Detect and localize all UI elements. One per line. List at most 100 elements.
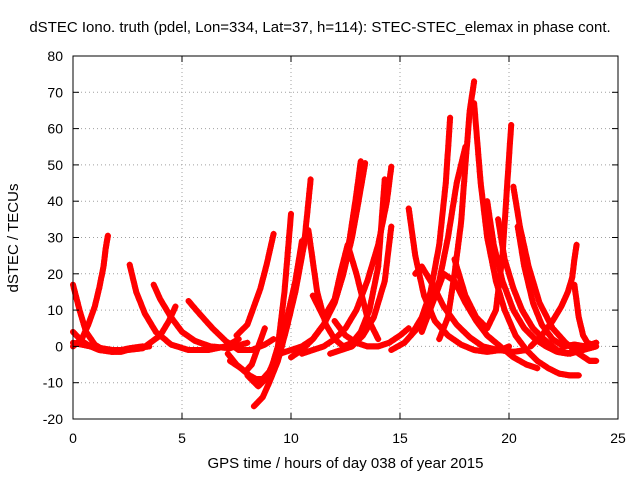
data-point-marker (287, 309, 294, 316)
data-point-marker (374, 301, 381, 308)
data-point-marker (413, 258, 420, 265)
data-point-marker (451, 191, 458, 198)
data-point-marker (448, 215, 455, 222)
data-point-marker (456, 274, 463, 281)
data-point-marker (364, 278, 371, 285)
data-point-marker (283, 325, 290, 332)
data-point-marker (445, 230, 452, 237)
data-point-marker (484, 324, 491, 330)
data-point-marker (371, 311, 378, 318)
data-point-marker (405, 325, 412, 332)
data-point-marker (419, 286, 426, 293)
arc-series (150, 281, 251, 352)
data-point-marker (417, 275, 424, 282)
data-point-marker (533, 289, 540, 296)
data-point-marker (494, 257, 501, 264)
data-point-marker (445, 234, 451, 241)
data-point-marker (506, 150, 513, 156)
data-point-marker (306, 231, 313, 238)
data-point-marker (503, 187, 510, 194)
data-point-marker (297, 262, 304, 268)
axis-ticks: 0 5 10 15 20 25 -20 -10 0 10 20 30 40 50 60 70 80 (43, 48, 626, 446)
data-point-marker (374, 269, 380, 276)
data-point-marker (381, 176, 388, 183)
data-point-marker (305, 227, 312, 234)
data-point-marker (377, 291, 384, 297)
data-point-marker (357, 158, 364, 165)
data-point-marker (360, 298, 367, 305)
data-point-marker (298, 258, 304, 265)
data-point-marker (442, 246, 449, 253)
data-point-marker (495, 259, 502, 266)
data-point-marker (359, 295, 366, 302)
data-point-marker (375, 263, 382, 270)
data-point-marker (379, 207, 386, 214)
data-point-marker (379, 285, 386, 292)
data-point-marker (309, 258, 316, 265)
data-point-marker (285, 317, 292, 324)
data-point-marker (428, 282, 435, 289)
data-point-marker (431, 265, 438, 272)
data-point-marker (366, 270, 373, 277)
data-point-marker (299, 248, 306, 255)
data-point-marker (373, 272, 380, 279)
data-point-marker (529, 297, 536, 304)
data-point-marker (455, 269, 462, 276)
data-point-marker (284, 255, 291, 262)
data-point-marker (474, 140, 481, 147)
data-point-marker (430, 272, 437, 279)
data-point-marker (311, 271, 318, 278)
arc-series (571, 281, 600, 348)
data-point-marker (371, 282, 378, 289)
data-point-marker (378, 213, 385, 220)
data-point-marker (378, 220, 385, 226)
data-point-marker (490, 312, 497, 319)
data-point-marker (330, 297, 337, 304)
data-point-marker (449, 207, 456, 214)
data-point-marker (526, 284, 533, 291)
data-point-marker (300, 245, 307, 252)
data-point-marker (497, 267, 503, 274)
x-axis-label: GPS time / hours of day 038 of year 2015 (207, 455, 484, 472)
data-point-marker (375, 257, 382, 264)
data-point-marker (489, 262, 496, 269)
data-point-marker (281, 288, 288, 295)
data-point-marker (289, 299, 296, 306)
data-point-marker (306, 236, 313, 243)
data-point-marker (433, 255, 440, 262)
data-point-marker (381, 280, 387, 287)
data-point-marker (438, 265, 445, 272)
arc-series (244, 210, 294, 390)
data-point-marker (491, 311, 498, 317)
y-tick-label: 60 (47, 121, 63, 137)
data-point-marker (361, 301, 368, 308)
data-point-marker (427, 288, 434, 295)
data-point-marker (284, 320, 291, 327)
data-point-marker (473, 134, 480, 141)
data-point-marker (418, 315, 424, 322)
data-point-marker (454, 174, 461, 181)
data-point-marker (286, 227, 293, 234)
data-point-marker (357, 286, 364, 293)
data-point-marker (307, 240, 314, 247)
data-point-marker (369, 259, 376, 266)
data-point-marker (498, 275, 505, 282)
data-point-marker (471, 100, 478, 107)
data-point-marker (270, 336, 277, 343)
data-point-marker (527, 289, 534, 296)
data-point-marker (355, 277, 361, 283)
data-point-marker (444, 237, 451, 244)
x-tick-label: 5 (178, 430, 186, 446)
data-point-marker (451, 195, 458, 202)
data-point-marker (534, 365, 541, 372)
data-point-marker (365, 272, 372, 279)
data-point-marker (352, 308, 359, 315)
data-point-marker (492, 249, 499, 256)
data-point-marker (456, 167, 463, 174)
data-point-marker (471, 105, 478, 112)
y-axis-label-wrap: dSTEC / TECUs (3, 0, 25, 480)
data-point-marker (449, 203, 456, 210)
data-point-marker (443, 243, 450, 250)
y-tick-label: -10 (43, 375, 63, 391)
